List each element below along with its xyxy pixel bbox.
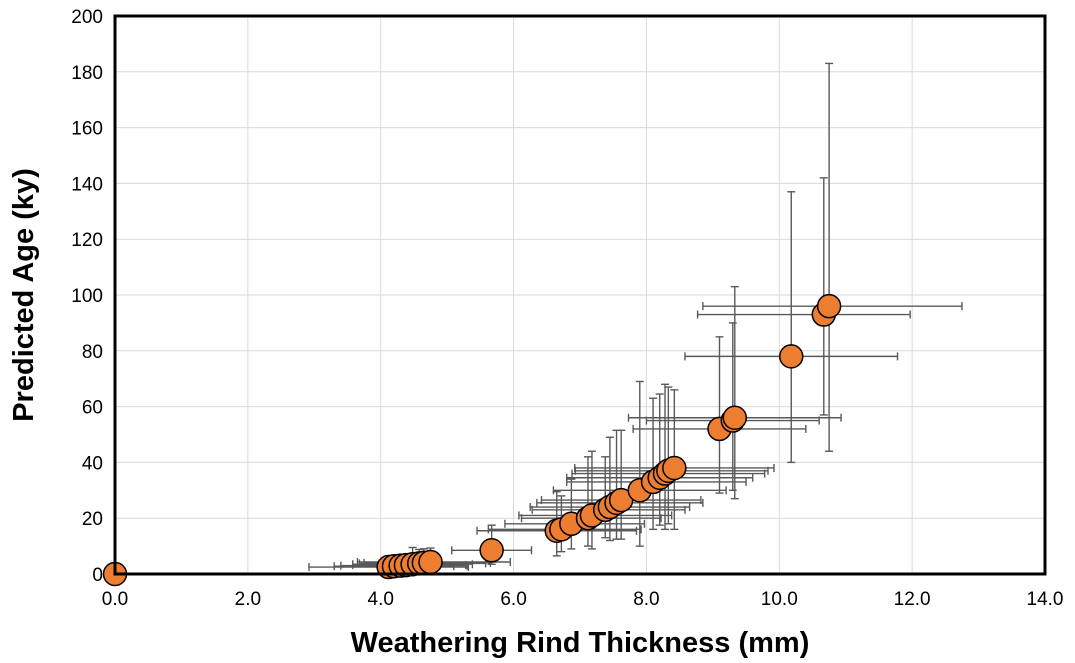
x-tick-label: 10.0: [761, 589, 798, 610]
y-tick-label: 140: [71, 174, 103, 195]
data-points: [102, 293, 842, 587]
data-point: [662, 455, 687, 481]
data-point: [816, 293, 842, 319]
x-axis-title: Weathering Rind Thickness (mm): [351, 627, 810, 659]
y-tick-label: 20: [82, 509, 103, 530]
y-tick-label: 200: [71, 7, 103, 28]
x-tick-label: 6.0: [500, 589, 526, 610]
y-tick-label: 40: [82, 453, 103, 474]
x-tick-label: 2.0: [235, 589, 261, 610]
plot-area-frame: [113, 14, 1047, 576]
y-tick-label: 80: [82, 342, 103, 363]
data-point: [778, 344, 804, 369]
x-tick-label: 0.0: [102, 589, 128, 610]
x-tick-label: 14.0: [1027, 589, 1064, 610]
y-tick-label: 180: [71, 63, 103, 84]
x-tick-label: 8.0: [633, 589, 659, 610]
y-axis-title: Predicted Age (ky): [8, 168, 40, 422]
x-tick-label: 4.0: [368, 589, 394, 610]
data-point: [479, 538, 504, 563]
y-tick-label: 0: [92, 565, 103, 586]
x-tick-label: 12.0: [894, 589, 931, 610]
y-tick-labels: 0 20 40 60 80 100 120 140 160 180 200: [71, 7, 103, 586]
y-tick-label: 160: [71, 119, 103, 140]
data-point: [418, 549, 443, 575]
y-tick-label: 100: [71, 286, 103, 307]
y-tick-label: 60: [82, 398, 103, 419]
y-tick-label: 120: [71, 230, 103, 251]
data-point: [722, 405, 748, 431]
x-tick-labels: 0.0 2.0 4.0 6.0 8.0 10.0 12.0 14.0: [102, 589, 1064, 610]
